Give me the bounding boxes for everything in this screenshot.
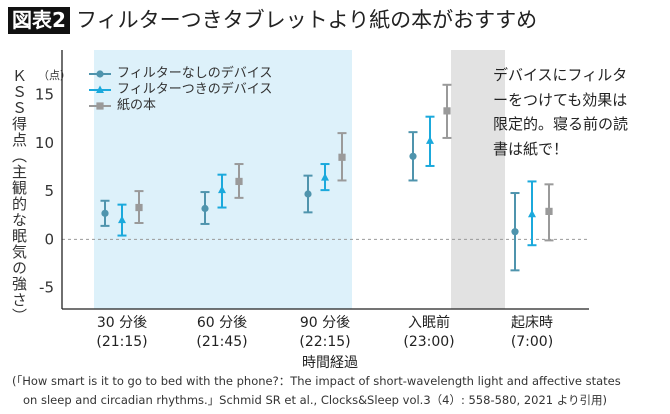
data-point xyxy=(304,190,312,198)
x-tick-label: 90 分後 (22:15) xyxy=(299,315,351,350)
chart-title: フィルターつきタブレットより紙の本がおすすめ xyxy=(76,8,538,32)
data-point xyxy=(321,173,329,181)
legend-marker xyxy=(96,85,104,93)
y-tick-label: 5 xyxy=(44,182,54,200)
data-point xyxy=(118,215,126,224)
citation: (「How smart is it to go to bed with the … xyxy=(12,372,670,410)
legend-marker xyxy=(96,102,104,110)
shaded-region-sleep xyxy=(451,50,505,309)
x-tick-label: 60 分後 (21:45) xyxy=(196,315,248,350)
citation-line: on sleep and circadian rhythms.」Schmid S… xyxy=(23,393,608,407)
data-point xyxy=(235,177,243,186)
data-point xyxy=(101,209,109,217)
y-tick-label: 0 xyxy=(44,230,54,248)
legend-marker xyxy=(96,70,104,78)
legend-label-filter: フィルターつきのデバイス xyxy=(117,82,273,97)
data-point xyxy=(218,185,226,194)
citation-line: (「How smart is it to go to bed with the … xyxy=(12,374,621,388)
x-axis-label: 時間経過 xyxy=(302,355,358,371)
annotation: デバイスにフィルタ ーをつけても効果は 限定的。寝る前の読 書は紙で！ xyxy=(493,63,670,161)
data-point xyxy=(545,207,553,215)
y-tick-label: -5 xyxy=(39,279,54,297)
annotation-line: デバイスにフィルタ xyxy=(493,66,628,84)
annotation-line: ーをつけても効果は xyxy=(493,90,628,109)
data-point xyxy=(338,153,346,161)
annotation-line: 書は紙で！ xyxy=(493,139,569,158)
x-tick-label: 起床時 (7:00) xyxy=(510,315,554,350)
x-tick-label: 30 分後 (21:15) xyxy=(96,315,148,350)
legend-label-no-filter: フィルターなしのデバイス xyxy=(117,66,273,81)
data-point xyxy=(443,107,451,115)
data-point xyxy=(409,152,417,160)
figure-label: 図表2 xyxy=(8,7,70,34)
y-tick-label: 10 xyxy=(35,134,54,152)
annotation-line: 限定的。寝る前の読 xyxy=(493,115,629,133)
y-axis-label: ＫＳＳ得点（主観的な眠気の強さ） xyxy=(10,68,28,324)
data-point xyxy=(528,209,536,218)
data-point xyxy=(426,136,434,144)
data-point xyxy=(135,203,143,212)
legend-label-paper: 紙の本 xyxy=(117,98,157,113)
y-axis-unit: （点） xyxy=(38,69,71,82)
x-tick-label: 入眠前 (23:00) xyxy=(403,315,455,350)
y-tick-label: 15 xyxy=(35,85,54,103)
data-point xyxy=(201,204,209,213)
data-point xyxy=(511,228,519,236)
